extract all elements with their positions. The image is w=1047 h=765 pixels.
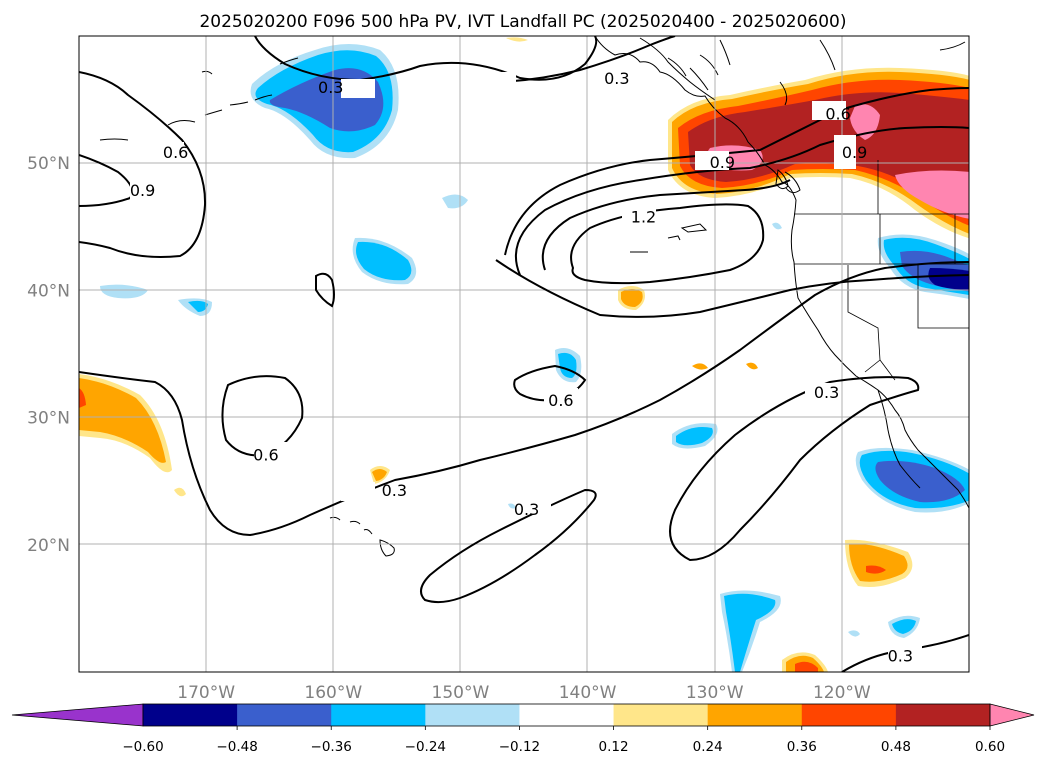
- ivt-contours: [79, 36, 969, 672]
- pv-fill-layer: [79, 37, 969, 672]
- colorbar-segment: [331, 704, 426, 726]
- pv-positive-region: [79, 378, 166, 463]
- colorbar-tick-label: 0.60: [975, 739, 1005, 755]
- colorbar-tick-label: 0.24: [693, 739, 723, 755]
- contour-label: 0.3: [318, 78, 343, 97]
- latitude-tick-labels: 20°N 30°N 40°N 50°N: [27, 154, 70, 556]
- contour-label: 0.9: [842, 143, 867, 162]
- contour-label: 0.3: [514, 500, 539, 519]
- colorbar-tick-label: −0.48: [216, 739, 257, 755]
- pv-negative-region: [676, 427, 713, 446]
- pv-positive-region: [795, 661, 818, 672]
- contour-label: 0.6: [163, 143, 188, 162]
- contour-labels: 0.3 0.3 0.6 0.9 0.6 0.9 0.9 1.2 0.6 0.6 0.3 0.3 0.3 0…: [130, 69, 913, 665]
- colorbar-segment: [519, 704, 615, 726]
- pv-positive-region: [506, 37, 528, 42]
- pv-positive-region: [746, 362, 758, 370]
- contour-label-backgrounds: [130, 72, 922, 664]
- colorbar-tick-label: −0.12: [499, 739, 540, 755]
- pv-positive-region: [79, 388, 86, 408]
- colorbar-segment: [143, 704, 238, 726]
- lat-tick-label: 30°N: [27, 409, 70, 429]
- pv-positive-region: [174, 487, 186, 497]
- pv-negative-region: [356, 241, 412, 281]
- pv-negative-region: [724, 593, 776, 672]
- colorbar-tick-label: 0.12: [599, 739, 629, 755]
- colorbar-extend-high: [989, 703, 1035, 727]
- colorbar-tick-label: 0.48: [881, 739, 911, 755]
- pv-negative-region: [892, 619, 916, 634]
- contour-label: 0.9: [130, 181, 155, 200]
- pv-negative-region: [100, 284, 148, 299]
- pv-negative-region: [188, 300, 208, 312]
- colorbar-segment: [425, 704, 520, 726]
- pv-negative-region: [508, 503, 516, 509]
- colorbar-tick-label: −0.36: [311, 739, 352, 755]
- lat-tick-label: 50°N: [27, 154, 70, 174]
- lon-tick-label: 120°W: [813, 683, 871, 703]
- lon-tick-label: 150°W: [432, 683, 490, 703]
- contour-label: 0.3: [814, 383, 839, 402]
- contour-label: 0.3: [604, 69, 629, 88]
- political-borders: [794, 160, 969, 381]
- contour-label: 0.3: [888, 646, 913, 665]
- contour-label: 0.6: [825, 105, 850, 124]
- pv-negative-region: [848, 630, 860, 637]
- map-frame: [78, 35, 970, 673]
- contour-label: 0.6: [548, 391, 573, 410]
- lon-tick-label: 170°W: [177, 683, 235, 703]
- longitude-tick-labels: 170°W 160°W 150°W 140°W 130°W 120°W: [177, 683, 871, 703]
- lon-tick-label: 160°W: [304, 683, 362, 703]
- pv-positive-region: [692, 363, 708, 370]
- pv-positive-region: [688, 92, 969, 220]
- figure-title: 2025020200 F096 500 hPa PV, IVT Landfall…: [199, 12, 846, 32]
- colorbar-extend-low: [11, 703, 144, 727]
- contour-label: 0.3: [382, 481, 407, 500]
- pv-negative-region: [772, 222, 782, 230]
- pv-positive-region: [372, 469, 387, 481]
- pv-positive-region: [849, 543, 908, 582]
- colorbar-segment: [237, 704, 332, 726]
- colorbar-segment: [613, 704, 709, 726]
- colorbar-tick-label: −0.60: [122, 739, 163, 755]
- lat-tick-label: 40°N: [27, 281, 70, 301]
- pv-positive-region: [621, 289, 643, 307]
- gridlines: [79, 36, 969, 672]
- colorbar: −0.60 −0.48 −0.36 −0.24 −0.12 0.12 0.24 0.36 0.4…: [11, 703, 1035, 755]
- contour-label: 1.2: [631, 208, 656, 227]
- lon-tick-label: 140°W: [559, 683, 617, 703]
- colorbar-segment: [801, 704, 897, 726]
- map-area: 0.3 0.3 0.6 0.9 0.6 0.9 0.9 1.2 0.6 0.6 0.3 0.3 0.3 0…: [79, 36, 969, 672]
- colorbar-segment: [895, 704, 991, 726]
- pv-negative-region: [442, 194, 468, 209]
- colorbar-tick-label: 0.36: [787, 739, 817, 755]
- lon-tick-label: 130°W: [686, 683, 744, 703]
- contour-label: 0.6: [253, 445, 278, 464]
- pv-positive-region: [895, 170, 969, 219]
- colorbar-segment: [707, 704, 803, 726]
- pv-positive-region: [866, 565, 886, 574]
- lat-tick-label: 20°N: [27, 536, 70, 556]
- pv-negative-region: [928, 268, 969, 290]
- colorbar-tick-label: −0.24: [405, 739, 446, 755]
- pv-negative-region: [875, 460, 965, 503]
- coastlines: [99, 36, 969, 557]
- contour-label: 0.9: [710, 153, 735, 172]
